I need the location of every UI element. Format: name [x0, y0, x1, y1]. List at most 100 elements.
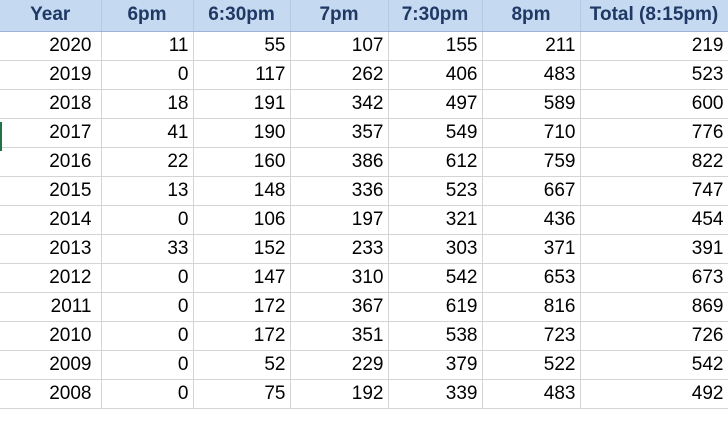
header-cell-630pm[interactable]: 6:30pm: [193, 0, 291, 32]
cell-8pm[interactable]: 759: [482, 147, 581, 177]
cell-total[interactable]: 454: [580, 205, 728, 235]
cell-730pm[interactable]: 549: [388, 118, 483, 148]
cell-6pm[interactable]: 13: [101, 176, 194, 206]
cell-730pm[interactable]: 321: [388, 205, 483, 235]
cell-7pm[interactable]: 336: [290, 176, 389, 206]
header-cell-730pm[interactable]: 7:30pm: [388, 0, 483, 32]
header-cell-7pm[interactable]: 7pm: [290, 0, 389, 32]
cell-7pm[interactable]: 310: [290, 263, 389, 293]
cell-8pm[interactable]: 483: [482, 379, 581, 409]
cell-6pm[interactable]: 41: [101, 118, 194, 148]
cell-7pm[interactable]: 229: [290, 350, 389, 380]
cell-730pm[interactable]: 542: [388, 263, 483, 293]
cell-6pm[interactable]: 33: [101, 234, 194, 264]
cell-year[interactable]: 2018: [0, 89, 102, 119]
cell-730pm[interactable]: 538: [388, 321, 483, 351]
cell-6pm[interactable]: 0: [101, 379, 194, 409]
cell-730pm[interactable]: 523: [388, 176, 483, 206]
cell-8pm[interactable]: 710: [482, 118, 581, 148]
cell-630pm[interactable]: 55: [193, 31, 291, 61]
cell-total[interactable]: 523: [580, 60, 728, 90]
cell-730pm[interactable]: 155: [388, 31, 483, 61]
cell-year[interactable]: 2012: [0, 263, 102, 293]
cell-630pm[interactable]: 152: [193, 234, 291, 264]
cell-8pm[interactable]: 723: [482, 321, 581, 351]
cell-630pm[interactable]: 160: [193, 147, 291, 177]
cell-year[interactable]: 2010: [0, 321, 102, 351]
cell-630pm[interactable]: 106: [193, 205, 291, 235]
cell-total[interactable]: 219: [580, 31, 728, 61]
cell-7pm[interactable]: 386: [290, 147, 389, 177]
cell-8pm[interactable]: 436: [482, 205, 581, 235]
cell-6pm[interactable]: 0: [101, 205, 194, 235]
cell-year[interactable]: 2014: [0, 205, 102, 235]
cell-total[interactable]: 542: [580, 350, 728, 380]
header-cell-6pm[interactable]: 6pm: [101, 0, 194, 32]
data-table: Year 6pm 6:30pm 7pm 7:30pm 8pm Total (8:…: [0, 0, 728, 409]
cell-730pm[interactable]: 619: [388, 292, 483, 322]
cell-6pm[interactable]: 22: [101, 147, 194, 177]
cell-year[interactable]: 2019: [0, 60, 102, 90]
cell-year[interactable]: 2016: [0, 147, 102, 177]
cell-total[interactable]: 391: [580, 234, 728, 264]
cell-730pm[interactable]: 406: [388, 60, 483, 90]
cell-630pm[interactable]: 147: [193, 263, 291, 293]
cell-7pm[interactable]: 107: [290, 31, 389, 61]
cell-6pm[interactable]: 0: [101, 321, 194, 351]
cell-total[interactable]: 600: [580, 89, 728, 119]
header-cell-8pm[interactable]: 8pm: [482, 0, 581, 32]
cell-total[interactable]: 673: [580, 263, 728, 293]
cell-year[interactable]: 2009: [0, 350, 102, 380]
cell-year[interactable]: 2008: [0, 379, 102, 409]
cell-7pm[interactable]: 233: [290, 234, 389, 264]
cell-6pm[interactable]: 11: [101, 31, 194, 61]
cell-7pm[interactable]: 357: [290, 118, 389, 148]
cell-630pm[interactable]: 172: [193, 321, 291, 351]
cell-730pm[interactable]: 497: [388, 89, 483, 119]
cell-total[interactable]: 492: [580, 379, 728, 409]
cell-7pm[interactable]: 342: [290, 89, 389, 119]
cell-730pm[interactable]: 379: [388, 350, 483, 380]
cell-6pm[interactable]: 0: [101, 292, 194, 322]
cell-total[interactable]: 747: [580, 176, 728, 206]
table-row: 2012 0 147 310 542 653 673: [0, 263, 728, 293]
cell-total[interactable]: 822: [580, 147, 728, 177]
cell-6pm[interactable]: 0: [101, 350, 194, 380]
cell-630pm[interactable]: 191: [193, 89, 291, 119]
cell-7pm[interactable]: 192: [290, 379, 389, 409]
cell-730pm[interactable]: 339: [388, 379, 483, 409]
cell-year[interactable]: 2013: [0, 234, 102, 264]
cell-8pm[interactable]: 211: [482, 31, 581, 61]
cell-8pm[interactable]: 653: [482, 263, 581, 293]
cell-630pm[interactable]: 148: [193, 176, 291, 206]
cell-630pm[interactable]: 117: [193, 60, 291, 90]
cell-8pm[interactable]: 483: [482, 60, 581, 90]
cell-6pm[interactable]: 0: [101, 60, 194, 90]
cell-6pm[interactable]: 0: [101, 263, 194, 293]
cell-year[interactable]: 2017: [0, 118, 102, 148]
cell-630pm[interactable]: 190: [193, 118, 291, 148]
cell-630pm[interactable]: 172: [193, 292, 291, 322]
cell-7pm[interactable]: 262: [290, 60, 389, 90]
cell-730pm[interactable]: 612: [388, 147, 483, 177]
cell-8pm[interactable]: 371: [482, 234, 581, 264]
cell-year[interactable]: 2015: [0, 176, 102, 206]
cell-7pm[interactable]: 367: [290, 292, 389, 322]
cell-630pm[interactable]: 75: [193, 379, 291, 409]
cell-630pm[interactable]: 52: [193, 350, 291, 380]
header-cell-total[interactable]: Total (8:15pm): [580, 0, 728, 32]
cell-6pm[interactable]: 18: [101, 89, 194, 119]
cell-730pm[interactable]: 303: [388, 234, 483, 264]
header-cell-year[interactable]: Year: [0, 0, 102, 32]
cell-total[interactable]: 869: [580, 292, 728, 322]
cell-8pm[interactable]: 667: [482, 176, 581, 206]
cell-8pm[interactable]: 522: [482, 350, 581, 380]
cell-year[interactable]: 2020: [0, 31, 102, 61]
cell-7pm[interactable]: 197: [290, 205, 389, 235]
cell-total[interactable]: 726: [580, 321, 728, 351]
cell-year[interactable]: 2011: [0, 292, 102, 322]
cell-7pm[interactable]: 351: [290, 321, 389, 351]
cell-8pm[interactable]: 816: [482, 292, 581, 322]
cell-8pm[interactable]: 589: [482, 89, 581, 119]
cell-total[interactable]: 776: [580, 118, 728, 148]
